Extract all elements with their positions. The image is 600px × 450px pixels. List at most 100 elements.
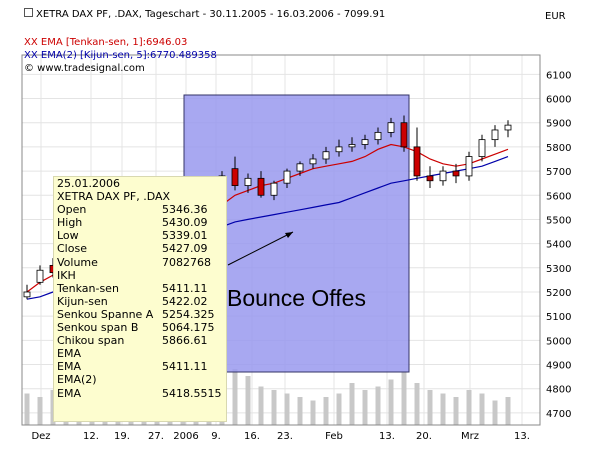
candle-body: [361, 139, 369, 145]
tooltip-row: EMA 5418.5515: [54, 387, 226, 400]
x-tick-label: Dez: [31, 431, 50, 442]
y-tick-label: 5300: [546, 264, 571, 275]
candle-body: [322, 151, 330, 160]
legend-tenkan[interactable]: XX EMA [Tenkan-sen, 1]:6946.03: [24, 37, 187, 49]
y-axis: 4700 4800 4900 5000 5100 5200 5300 5400 5500 5600…: [546, 70, 571, 420]
y-tick-label: 5700: [546, 167, 571, 178]
tooltip-value: 5422.02: [162, 294, 208, 308]
volume-bar: [336, 393, 342, 425]
tooltip-label: EMA: [57, 347, 81, 361]
chart-title-row: XETRA DAX PF, .DAX, Tageschart - 30.11.2…: [24, 8, 385, 21]
candle-body: [374, 131, 382, 141]
legend-tenkan-text: EMA [Tenkan-sen, 1]:6946.03: [40, 37, 188, 48]
candle-body: [309, 158, 317, 165]
tooltip-row: Kijun-sen 5422.02: [54, 295, 226, 308]
candle-body: [491, 129, 499, 141]
candle-body: [257, 177, 265, 196]
y-tick-label: 4800: [546, 385, 571, 396]
candle-body: [36, 269, 44, 283]
candle-body: [465, 156, 473, 177]
tooltip-row: Volume 7082768: [54, 256, 226, 269]
x-tick-label: 23.: [277, 431, 293, 442]
volume-bar: [427, 390, 433, 425]
volume-bar: [24, 393, 30, 425]
chart-title: XETRA DAX PF, .DAX, Tageschart - 30.11.2…: [36, 9, 386, 20]
tooltip-row: Senkou Spanne A 5254.325: [54, 308, 226, 321]
tooltip-date: 25.01.2006: [57, 177, 120, 190]
legend-marker-icon: XX: [24, 37, 38, 48]
volume-bar: [297, 397, 303, 425]
volume-bar: [479, 393, 485, 425]
tooltip-value: 7082768: [162, 255, 211, 269]
candle-body: [296, 163, 304, 172]
tooltip-row: EMA 5411.11: [54, 360, 226, 373]
annotation-label: Bounce Offes: [227, 285, 366, 311]
chart-menu-icon[interactable]: [24, 8, 33, 17]
x-tick-label: 13.: [379, 431, 395, 442]
y-tick-label: 4900: [546, 361, 571, 372]
x-tick-label: 2006: [173, 431, 198, 442]
y-tick-label: 5000: [546, 336, 571, 347]
volume-bar: [362, 390, 368, 425]
legend-kijun-text: EMA(2) [Kijun-sen, 5]:6770.489358: [40, 50, 217, 61]
candle-body: [413, 146, 421, 177]
candle-body: [439, 170, 447, 182]
x-tick-label: 13.: [514, 431, 530, 442]
tooltip-value: 5427.09: [162, 242, 208, 256]
tooltip-row: Senkou span B 5064.175: [54, 321, 226, 334]
volume-bar: [258, 386, 264, 425]
tooltip-value: 5346.36: [162, 203, 208, 217]
tooltip-row: EMA: [54, 347, 226, 360]
tooltip-label: Kijun-sen: [57, 294, 108, 308]
volume-bar: [232, 369, 238, 425]
tooltip-value: 5866.61: [162, 334, 208, 348]
data-tooltip: 25.01.2006 XETRA DAX PF, .DAX Open 5346.3…: [53, 176, 227, 422]
x-tick-label: 19.: [114, 431, 130, 442]
tooltip-value: 5411.11: [162, 281, 208, 295]
candle-body: [400, 122, 408, 148]
tooltip-label: Close: [57, 242, 87, 256]
tooltip-value: 5418.5515: [162, 386, 222, 400]
volume-bar: [401, 372, 407, 425]
arrow-head: [285, 232, 293, 238]
volume-bar: [245, 376, 251, 425]
candle-body: [23, 291, 31, 298]
volume-bar: [466, 390, 472, 425]
tooltip-label: Senkou Spanne A: [57, 307, 154, 321]
x-tick-label: 9.: [211, 431, 221, 442]
tooltip-row: High 5430.09: [54, 216, 226, 229]
candle-body: [452, 170, 460, 177]
volume-bar: [440, 393, 446, 425]
x-tick-label: 16.: [244, 431, 260, 442]
tooltip-label: EMA(2): [57, 373, 97, 387]
x-tick-label: Mrz: [461, 431, 479, 442]
volume-bar: [453, 397, 459, 425]
x-tick-label: 27.: [148, 431, 164, 442]
candle-body: [387, 122, 395, 133]
legend-kijun[interactable]: XX EMA(2) [Kijun-sen, 5]:6770.489358: [24, 50, 217, 62]
y-tick-label: 5500: [546, 215, 571, 226]
annotation-arrow: [227, 231, 294, 266]
x-axis: Dez 12. 19. 27. 2006 9. 16. 23. Feb 13. 20. Mrz 13.: [31, 431, 530, 442]
volume-bar: [310, 400, 316, 425]
tooltip-symbol: XETRA DAX PF, .DAX: [57, 190, 171, 204]
volume-bar: [505, 397, 511, 425]
candle-body: [478, 139, 486, 157]
x-tick-label: 12.: [83, 431, 99, 442]
volume-bar: [375, 386, 381, 425]
volume-bar: [37, 397, 43, 425]
tooltip-label: EMA: [57, 360, 81, 374]
candle-body: [426, 175, 434, 182]
candle-body: [270, 182, 278, 196]
tooltip-label: Tenkan-sen: [57, 281, 119, 295]
volume-bar: [492, 400, 498, 425]
tooltip-row: IKH: [54, 269, 226, 282]
y-tick-label: 5900: [546, 119, 571, 130]
tooltip-value: 5339.01: [162, 229, 208, 243]
tooltip-label: Chikou span: [57, 334, 125, 348]
tooltip-label: Open: [57, 203, 87, 217]
candle-body: [231, 168, 239, 186]
candle-body: [283, 170, 291, 184]
tooltip-label: IKH: [57, 268, 76, 282]
